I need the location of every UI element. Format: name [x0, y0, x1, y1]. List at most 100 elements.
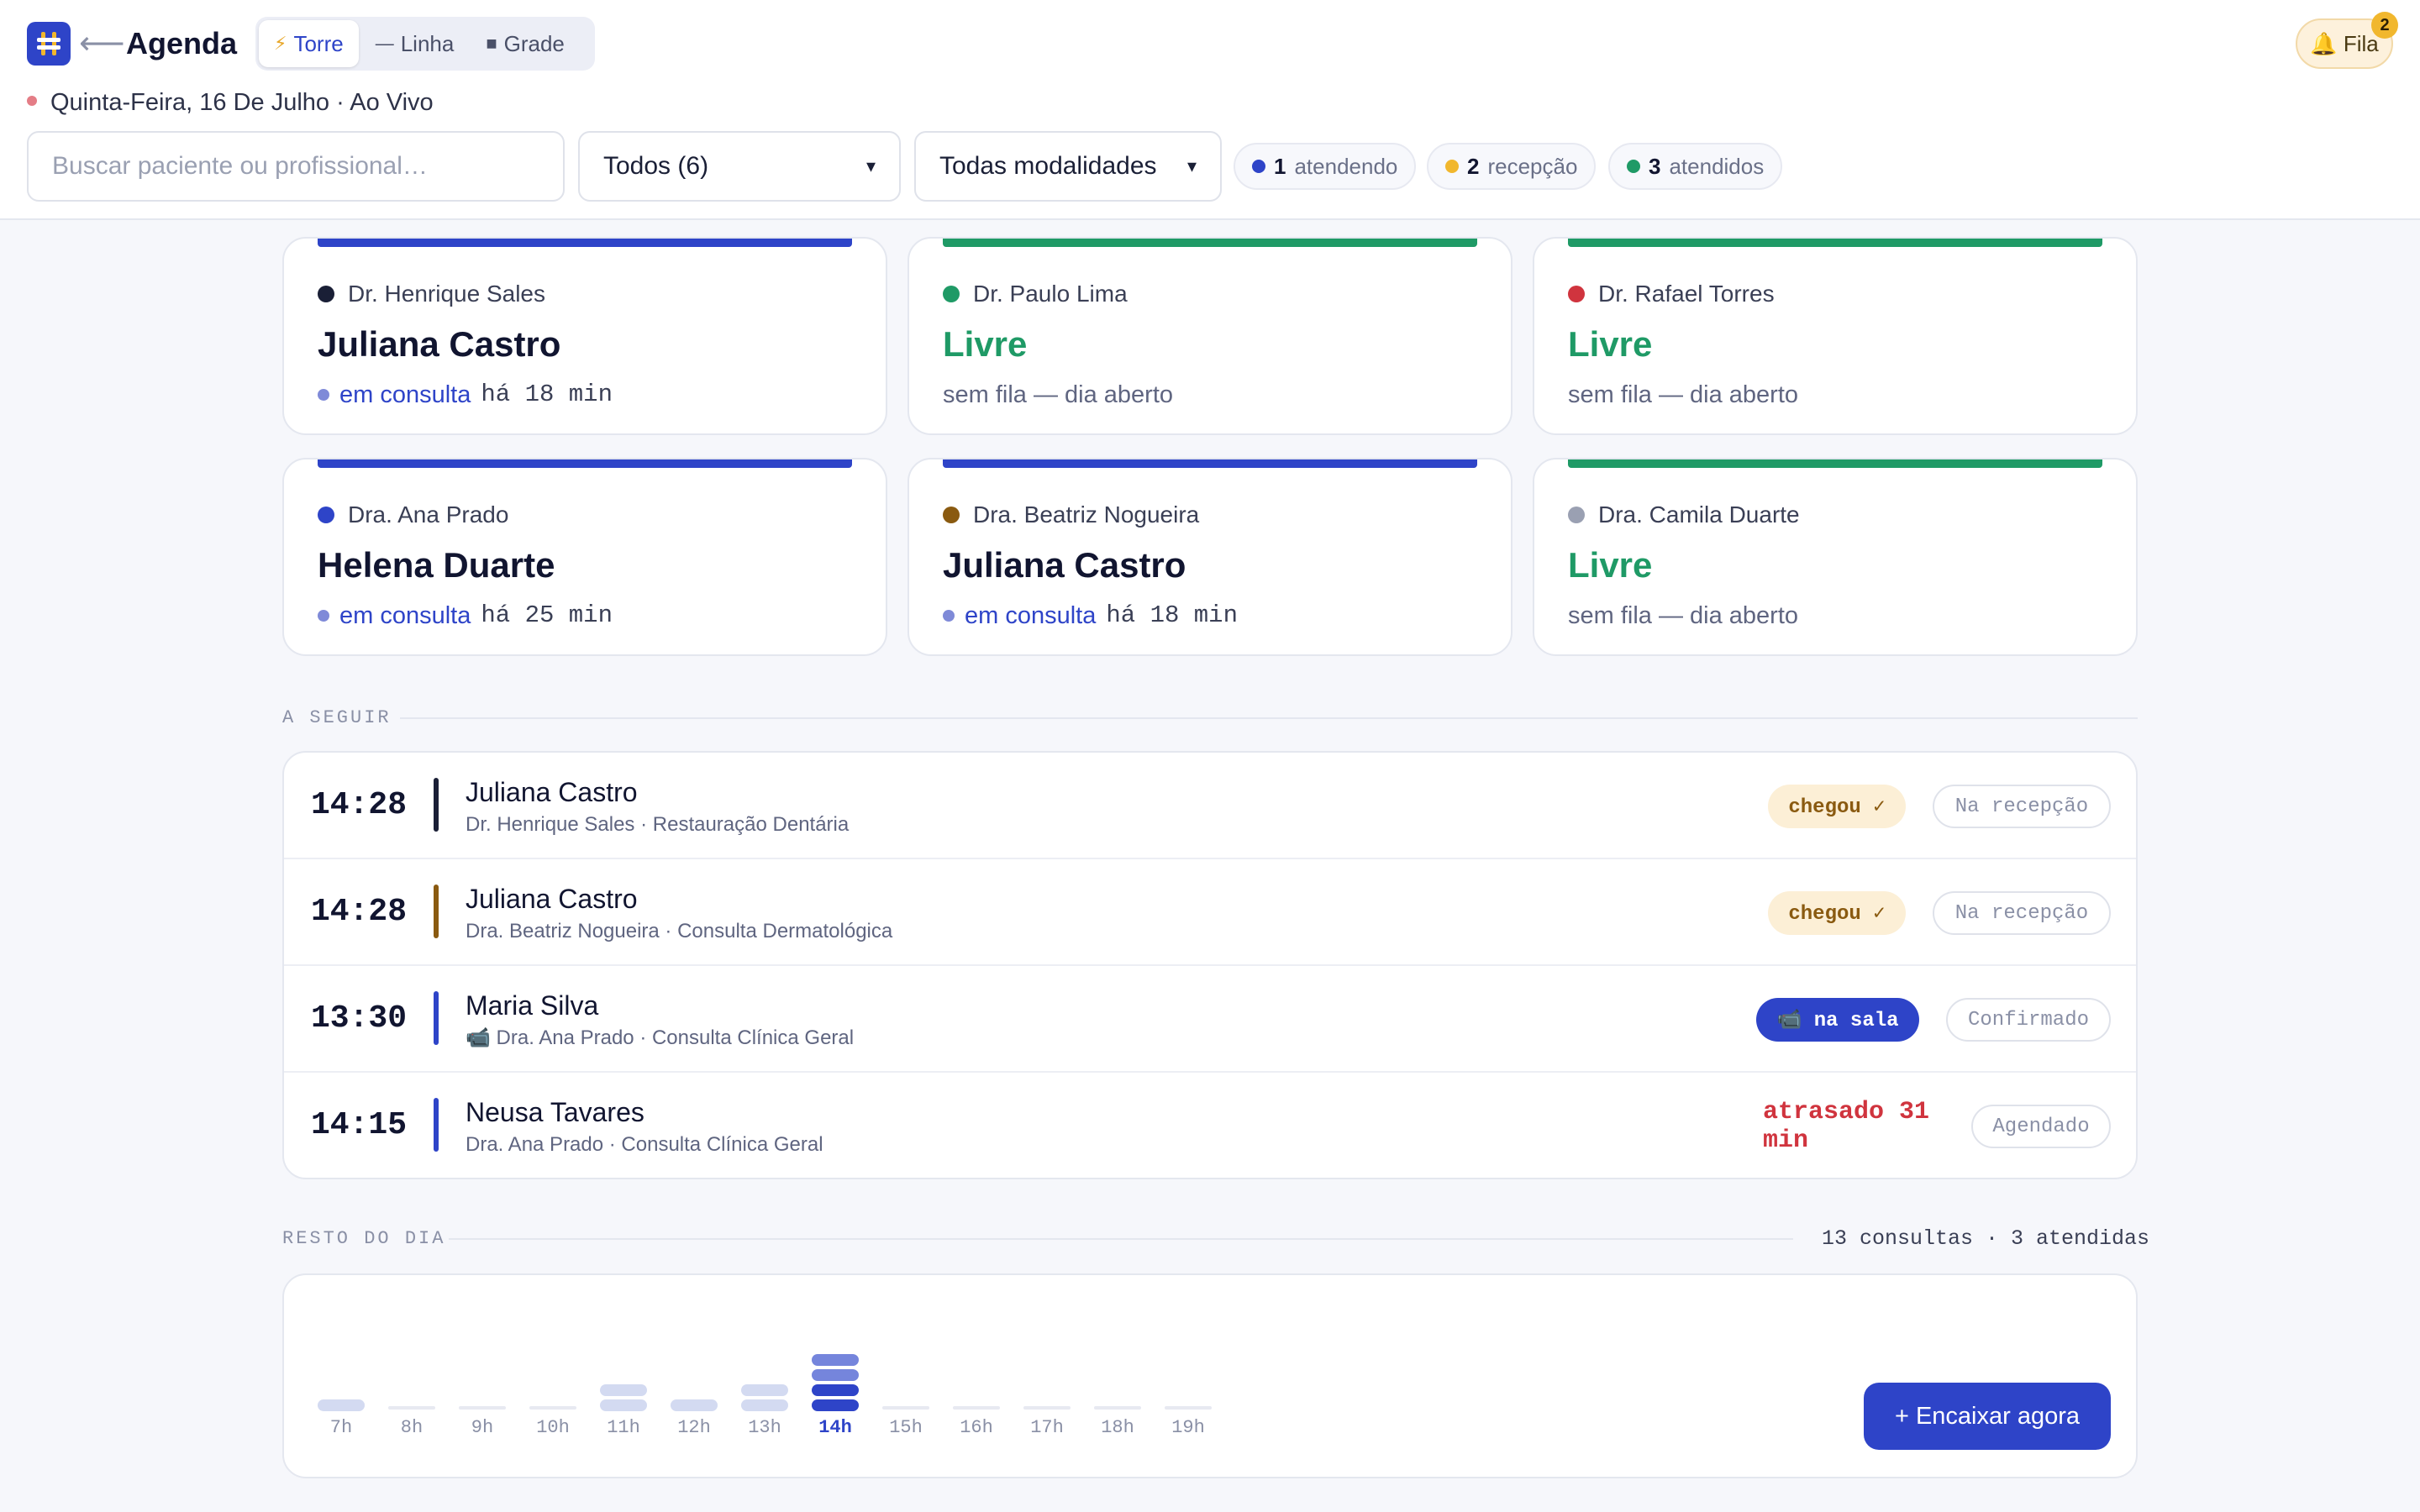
histogram-tick-label: 19h — [1171, 1417, 1205, 1438]
histogram-bar-7h[interactable]: 7h — [318, 1275, 365, 1443]
encaixar-agora-button[interactable]: + Encaixar agora — [1864, 1383, 2111, 1450]
card-status: sem fila — dia aberto — [1568, 378, 1798, 412]
histogram-empty-slot — [388, 1406, 435, 1410]
doctor-color-dot-icon — [943, 286, 960, 302]
appointment-status-button[interactable]: Na recepção — [1933, 891, 2111, 935]
modality-select-value: Todas modalidades — [939, 152, 1157, 180]
histogram-tick-label: 10h — [536, 1417, 570, 1438]
modality-select[interactable]: Todas modalidades ▾ — [914, 131, 1222, 202]
queue-patient-name: Juliana Castro — [466, 777, 638, 807]
section-divider — [449, 1238, 1793, 1240]
histogram-segment — [600, 1384, 647, 1396]
line-icon: — — [375, 33, 394, 54]
card-accent-bar — [1568, 459, 2102, 468]
card-accent-bar — [1568, 239, 2102, 247]
consult-dot-icon — [943, 610, 955, 622]
current-patient: Juliana Castro — [943, 545, 1186, 585]
queue-detail: 📹 Dra. Ana Prado · Consulta Clínica Gera… — [466, 1026, 855, 1049]
stat-recepcao[interactable]: 2 recepção — [1427, 143, 1597, 190]
status-dot-icon — [1445, 160, 1459, 173]
doctor-card[interactable]: Dra. Beatriz Nogueira Juliana Castro em co… — [908, 458, 1512, 656]
doctor-color-dot-icon — [318, 286, 334, 302]
appointment-status-button[interactable]: Agendado — [1971, 1105, 2111, 1148]
stat-label: atendendo — [1294, 153, 1398, 179]
next-queue-list: 14:28 Juliana Castro Dr. Henrique Sales … — [282, 751, 2138, 1179]
histogram-bar-10h[interactable]: 10h — [529, 1275, 576, 1443]
histogram-bar-14h[interactable]: 14h — [812, 1275, 859, 1443]
queue-time: 14:28 — [311, 787, 408, 823]
histogram-empty-slot — [1094, 1406, 1141, 1410]
elapsed-time: há 18 min — [1106, 601, 1238, 629]
fila-count-badge: 2 — [2371, 12, 2398, 39]
view-grade-button[interactable]: ■ Grade — [471, 20, 580, 67]
histogram-empty-slot — [953, 1406, 1000, 1410]
appointment-status-button[interactable]: Confirmado — [1946, 998, 2111, 1042]
histogram-bar-11h[interactable]: 11h — [600, 1275, 647, 1443]
doctor-name: Dra. Beatriz Nogueira — [973, 501, 1200, 528]
doctor-name: Dr. Henrique Sales — [348, 281, 546, 307]
view-linha-button[interactable]: — Linha — [360, 20, 470, 67]
queue-patient-name: Juliana Castro — [466, 884, 638, 914]
queue-time: 14:15 — [311, 1107, 408, 1143]
page-title: Agenda — [126, 26, 238, 60]
stat-count: 2 — [1467, 153, 1480, 179]
status-dot-icon — [1627, 160, 1640, 173]
doctor-color-dot-icon — [943, 507, 960, 523]
card-accent-bar — [318, 459, 852, 468]
day-summary: 13 consultas · 3 atendidas — [1822, 1226, 2150, 1251]
day-histogram: 7h 8h 9h 10h 11h 12h 13h 14h 15h 16h 17h 18h 19h + E… — [282, 1273, 2138, 1478]
professional-select[interactable]: Todos (6) ▾ — [578, 131, 901, 202]
doctor-card[interactable]: Dr. Henrique Sales Juliana Castro em consu… — [282, 237, 887, 435]
app-logo[interactable] — [27, 22, 71, 66]
stat-atendidos[interactable]: 3 atendidos — [1608, 143, 1783, 190]
doctor-card[interactable]: Dra. Camila Duarte Livre sem fila — dia ab… — [1533, 458, 2138, 656]
queue-row[interactable]: 14:28 Juliana Castro Dr. Henrique Sales … — [284, 753, 2136, 859]
histogram-empty-slot — [459, 1406, 506, 1410]
histogram-bar-16h[interactable]: 16h — [953, 1275, 1000, 1443]
queue-row[interactable]: 14:28 Juliana Castro Dra. Beatriz Noguei… — [284, 859, 2136, 966]
histogram-tick-label: 18h — [1101, 1417, 1134, 1438]
histogram-bar-12h[interactable]: 12h — [671, 1275, 718, 1443]
card-status-text: sem fila — dia aberto — [1568, 602, 1799, 629]
late-badge: atrasado 31 min — [1763, 1098, 1930, 1155]
top-header: ⟵ Agenda ⚡ Torre — Linha ■ Grade 🔔 Fila … — [0, 0, 2420, 220]
histogram-segment — [812, 1369, 859, 1381]
card-accent-bar — [318, 239, 852, 247]
histogram-tick-label: 8h — [400, 1417, 424, 1438]
histogram-bar-13h[interactable]: 13h — [741, 1275, 788, 1443]
histogram-segment — [318, 1399, 365, 1411]
doctor-card[interactable]: Dra. Ana Prado Helena Duarte em consulta há… — [282, 458, 887, 656]
view-torre-button[interactable]: ⚡ Torre — [259, 20, 359, 67]
queue-detail: Dra. Ana Prado · Consulta Clínica Geral — [466, 1133, 823, 1156]
view-label: Torre — [293, 30, 344, 56]
histogram-bar-9h[interactable]: 9h — [459, 1275, 506, 1443]
search-input[interactable] — [27, 131, 565, 202]
histogram-segment — [741, 1399, 788, 1411]
card-status: em consulta há 18 min — [943, 599, 1238, 633]
doctor-card[interactable]: Dr. Rafael Torres Livre sem fila — dia abe… — [1533, 237, 2138, 435]
histogram-bar-15h[interactable]: 15h — [882, 1275, 929, 1443]
view-label: Linha — [400, 30, 455, 56]
doctor-color-dot-icon — [318, 507, 334, 523]
view-label: Grade — [503, 30, 565, 56]
stat-atendendo[interactable]: 1 atendendo — [1234, 143, 1417, 190]
histogram-tick-label: 13h — [748, 1417, 781, 1438]
date-line: Quinta-Feira, 16 De Julho · Ao Vivo — [50, 89, 434, 116]
live-indicator-icon — [27, 96, 37, 106]
histogram-segment — [600, 1399, 647, 1411]
histogram-bar-19h[interactable]: 19h — [1165, 1275, 1212, 1443]
doctor-name: Dra. Ana Prado — [348, 501, 509, 528]
histogram-bar-17h[interactable]: 17h — [1023, 1275, 1071, 1443]
queue-row[interactable]: 14:15 Neusa Tavares Dra. Ana Prado · Con… — [284, 1073, 2136, 1178]
consult-dot-icon — [318, 389, 329, 401]
queue-row[interactable]: 13:30 Maria Silva 📹 Dra. Ana Prado · Con… — [284, 966, 2136, 1073]
back-arrow-icon[interactable]: ⟵ — [79, 26, 125, 61]
card-status-text: sem fila — dia aberto — [1568, 381, 1799, 408]
stat-label: recepção — [1487, 153, 1578, 179]
histogram-segment — [741, 1384, 788, 1396]
doctor-card[interactable]: Dr. Paulo Lima Livre sem fila — dia aberto — [908, 237, 1512, 435]
histogram-bar-8h[interactable]: 8h — [388, 1275, 435, 1443]
appointment-status-button[interactable]: Na recepção — [1933, 785, 2111, 828]
histogram-bar-18h[interactable]: 18h — [1094, 1275, 1141, 1443]
histogram-empty-slot — [1165, 1406, 1212, 1410]
